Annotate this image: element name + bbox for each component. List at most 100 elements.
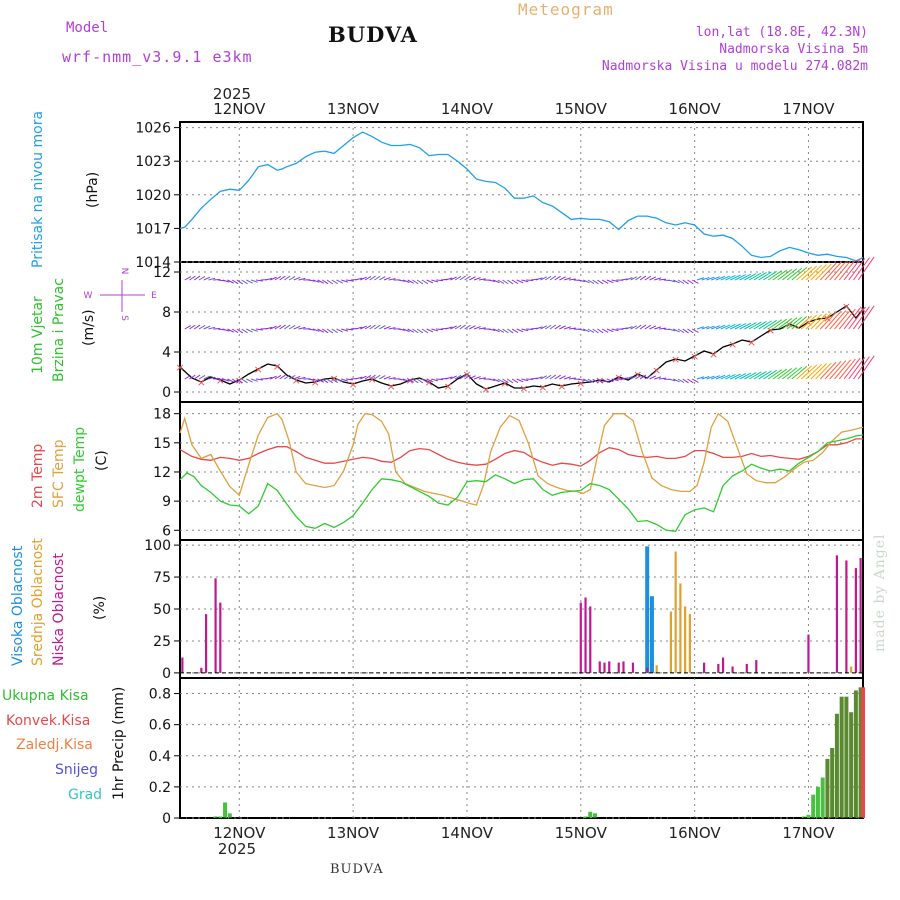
wind-barb	[848, 357, 866, 380]
top-day-label: 15NOV	[555, 100, 608, 118]
bar-niska-oblacnost	[579, 602, 582, 673]
wind-barb	[582, 279, 590, 284]
wind-barb	[601, 378, 609, 383]
wind-barb	[250, 378, 258, 382]
wind-barb	[853, 356, 870, 380]
wind-barb	[796, 365, 813, 380]
bar-visoka-oblacnost	[649, 596, 654, 673]
wind-barb	[236, 279, 243, 285]
wind-barb	[478, 327, 486, 330]
chart-kind-label: Meteogram	[518, 0, 614, 19]
wind-barb	[473, 376, 481, 380]
wind-barb	[184, 276, 192, 281]
wind-barb	[763, 369, 777, 380]
bottom-day-label: 14NOV	[441, 824, 494, 842]
wind-speed-marker: ×	[481, 383, 490, 396]
bar-ukupna-kisa	[820, 777, 825, 818]
wind-barb	[753, 272, 767, 281]
wind-barb	[606, 279, 614, 284]
footer-place: BUDVA	[330, 862, 384, 877]
wind-speed-marker: ×	[367, 373, 376, 386]
wind-barb	[336, 328, 344, 333]
wind-barb	[345, 279, 354, 282]
wind-barb	[706, 375, 715, 380]
wind-barb	[739, 372, 752, 380]
wind-barb	[511, 328, 519, 334]
wind-barb	[222, 328, 230, 332]
bar-niska-oblacnost	[584, 597, 587, 673]
bar-konvek-kisa	[861, 687, 865, 818]
bar-niska-oblacnost	[859, 557, 862, 673]
wind-barb	[549, 374, 557, 380]
series-line-wind-speed	[179, 305, 864, 390]
wind-barb	[265, 326, 273, 330]
wind-barb	[711, 375, 720, 380]
y-tick-label: 25	[153, 634, 171, 650]
wind-barb	[288, 325, 296, 330]
bar-ukupna-kisa	[839, 696, 844, 818]
wind-speed-marker: ×	[823, 312, 832, 325]
wind-barb	[426, 328, 434, 333]
wind-barb	[729, 373, 741, 380]
wind-barb	[711, 325, 720, 330]
wind-barb	[549, 324, 557, 330]
wind-barb	[416, 328, 424, 334]
wind-barb	[473, 326, 481, 330]
wind-barb	[668, 378, 676, 382]
bar-niska-oblacnost	[598, 661, 601, 673]
y-tick-label: 0	[162, 666, 171, 682]
wind-barb	[682, 279, 689, 285]
wind-speed-marker: ×	[462, 368, 471, 381]
wind-barb	[288, 276, 296, 281]
bar-ukupna-kisa	[806, 814, 811, 818]
wind-barb	[729, 323, 741, 330]
wind-barb	[322, 328, 329, 334]
wind-barb	[668, 279, 676, 283]
wind-barb	[506, 378, 514, 384]
top-day-labels: 12NOV 13NOV 14NOV 15NOV 16NOV 17NOV	[213, 100, 835, 118]
pressure-axis-titles: Pritisak na nivou mora (hPa)	[30, 111, 101, 268]
wind-barb	[673, 378, 680, 383]
wind-barb	[497, 378, 505, 383]
precip-total-label: Ukupna Kisa	[2, 688, 89, 704]
wind-barb	[193, 275, 201, 281]
wind-barb	[331, 328, 338, 334]
cloud-unit-label: (%)	[92, 596, 108, 620]
coordinates-label: lon,lat (18.8E, 42.3N)	[695, 25, 868, 40]
wind-barb	[815, 312, 832, 330]
wind-barb	[341, 378, 349, 382]
wind-speed-marker: ×	[690, 350, 699, 363]
sfctemp-axis-label: SFC Temp	[51, 439, 67, 508]
wind-barb	[502, 328, 509, 334]
wind-barb	[388, 327, 396, 330]
wind-barb	[374, 324, 381, 330]
bar-niska-oblacnost	[631, 662, 635, 673]
wind-barb	[459, 374, 466, 380]
model-altitude-label: Nadmorska Visina u modelu 274.082m	[601, 59, 868, 74]
wind-barb	[801, 265, 818, 281]
series-line-sfc-temp	[179, 412, 864, 506]
wind-barb	[554, 374, 561, 380]
wind-barb	[668, 328, 676, 332]
wind-barb	[782, 317, 798, 330]
wind-barb	[654, 277, 662, 281]
bar-niska-oblacnost	[181, 657, 184, 673]
wind-speed-marker: ×	[292, 374, 301, 387]
wind-barb	[469, 375, 476, 380]
y-tick-label: 50	[153, 602, 171, 618]
wind-barb	[497, 279, 505, 284]
wind-barb	[521, 279, 529, 283]
wind-barb	[725, 374, 736, 380]
wind-axis-titles: 10m Vjetar Brzina i Pravac (m/s) N S W E	[30, 268, 157, 382]
wind-barb	[654, 376, 662, 380]
wind-barb	[711, 276, 720, 281]
wind-barb	[255, 378, 263, 381]
wind-barb	[317, 328, 324, 333]
y-tick-label: 1014	[135, 255, 171, 271]
wind-barb	[777, 318, 793, 330]
wind-barb	[592, 378, 599, 384]
bar-srednja-oblacnost	[679, 583, 682, 673]
wind-barb	[402, 328, 410, 332]
wind-barb	[621, 377, 629, 380]
bar-ukupna-kisa	[825, 758, 830, 818]
